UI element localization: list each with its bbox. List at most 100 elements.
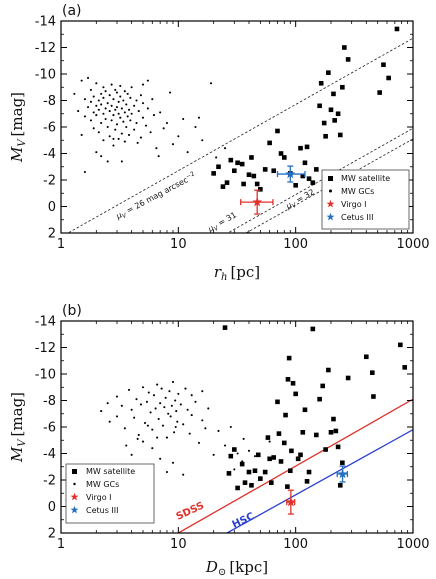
legend-star-marker [70, 492, 79, 501]
gc-point [120, 160, 123, 163]
legend-dot-marker [329, 189, 332, 193]
satellite-point [300, 173, 306, 179]
gc-point [223, 444, 227, 447]
satellite-point [310, 180, 316, 185]
x-tick-label: 1 [57, 537, 65, 552]
satellite-point [235, 485, 240, 491]
gc-point [242, 437, 245, 440]
satellite-point [262, 167, 268, 172]
gc-point [83, 171, 87, 174]
gc-point [139, 94, 142, 97]
gc-point [197, 116, 201, 119]
satellite-point [335, 444, 341, 450]
satellite-point [314, 167, 319, 172]
satellite-point [211, 171, 216, 176]
legend: MW satellite MW GCs Virgo I Cetus III [321, 169, 410, 230]
star-glyph [326, 199, 335, 208]
gc-point [146, 424, 149, 427]
gc-point [139, 403, 142, 406]
highlight-point [285, 489, 296, 515]
satellite-point [275, 399, 280, 405]
y-tick-label: 0 [48, 200, 56, 215]
gc-point [104, 107, 107, 110]
satellite-point [331, 416, 336, 422]
gc-point [259, 476, 262, 479]
gc-point [114, 128, 117, 131]
highlight-point [336, 465, 349, 483]
gc-point [201, 390, 204, 393]
satellite-point [402, 365, 408, 370]
gc-point [201, 139, 204, 142]
satellite-point [278, 459, 284, 464]
legend-entry: Cetus III [341, 213, 374, 222]
satellite-point [249, 155, 254, 160]
guide-line [226, 429, 413, 533]
gc-point [141, 102, 145, 105]
detection-limit-lines [178, 398, 413, 533]
satellite-point [314, 432, 319, 438]
legend-entry: MW satellite [341, 174, 390, 183]
satellite-point [241, 181, 246, 187]
x-tick-label: 100 [283, 237, 308, 252]
gc-point [108, 110, 111, 113]
satellite-point [271, 455, 277, 460]
satellite-point [267, 140, 272, 146]
satellite-point [304, 479, 310, 484]
gc-point [104, 90, 107, 93]
gc-point [108, 135, 111, 138]
gc-point [194, 125, 197, 129]
gc-point [89, 100, 93, 103]
y-tick-label: 2 [48, 527, 56, 542]
legend-entry: Cetus III [86, 506, 119, 515]
gc-point [174, 425, 177, 429]
satellite-point [258, 186, 263, 192]
gc-point [135, 398, 138, 401]
gc-point [182, 423, 185, 426]
satellite-point [394, 26, 400, 32]
gc-point [159, 111, 162, 114]
gc-point [152, 394, 156, 397]
gc-point [137, 433, 140, 437]
gc-point [145, 400, 148, 403]
gc-point [146, 79, 149, 82]
satellite-point [220, 184, 226, 189]
gc-point [171, 380, 175, 384]
gc-point [159, 457, 162, 460]
satellite-point [328, 107, 334, 113]
gc-point [165, 121, 169, 125]
satellite-point [328, 430, 334, 435]
y-tick-label: -6 [43, 121, 56, 136]
gc-point [102, 86, 105, 89]
gc-point [144, 124, 148, 127]
gc-point [102, 112, 105, 115]
legend-entry: Virgo I [341, 200, 367, 209]
gc-point [95, 82, 98, 85]
satellite-point [267, 456, 272, 462]
highlight-points [240, 165, 306, 215]
legend: MW satellite MW GCs Virgo I Cetus III [65, 463, 155, 524]
gc-point [97, 108, 100, 111]
gc-point [130, 453, 133, 456]
gc-point [114, 88, 117, 91]
gc-point [106, 125, 109, 129]
gc-point [95, 104, 98, 107]
satellite-point [281, 440, 287, 446]
gc-point [169, 415, 172, 418]
satellite-point [345, 375, 351, 381]
x-tick-label: 100 [283, 537, 308, 552]
satellite-point [381, 62, 386, 68]
satellite-point [246, 469, 252, 475]
satellite-point [317, 103, 322, 109]
satellite-point [289, 448, 294, 454]
gc-point [160, 387, 163, 390]
satellite-point [232, 447, 237, 452]
gc-point [136, 437, 139, 440]
y-tick-label: -10 [35, 68, 56, 83]
gc-point [137, 110, 140, 113]
satellite-point [228, 453, 234, 459]
gc-point [146, 107, 149, 110]
gc-point [241, 460, 244, 463]
gc-point [125, 125, 128, 129]
satellite-point [340, 84, 345, 90]
highlight-points [285, 465, 349, 515]
